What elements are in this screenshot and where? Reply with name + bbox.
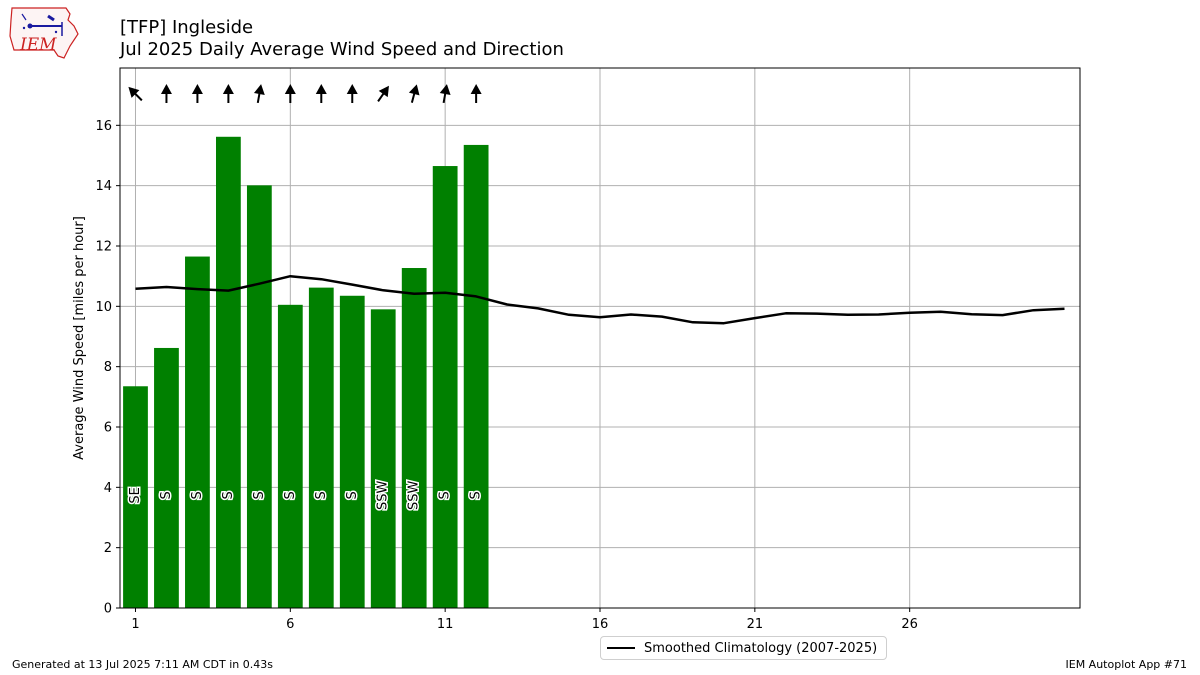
direction-label-day-3: S [190, 491, 205, 499]
wind-arrow-day-1 [128, 86, 143, 102]
legend-label: Smoothed Climatology (2007-2025) [644, 640, 878, 656]
wind-arrow-head [470, 84, 482, 94]
direction-label-day-2: S [159, 491, 174, 499]
direction-label-day-1: SE [128, 487, 143, 503]
bar-day-11 [432, 166, 458, 609]
x-tick-label: 11 [437, 617, 454, 632]
chart-title-station: [TFP] Ingleside [120, 17, 254, 38]
direction-label-day-8: S [345, 491, 360, 499]
wind-arrow-day-11 [439, 84, 451, 104]
wind-arrow-head [160, 84, 172, 94]
bar-day-3 [185, 256, 210, 608]
direction-label-day-7: S [314, 491, 329, 499]
bar-day-9 [370, 309, 396, 608]
wind-arrow-head [253, 84, 265, 95]
x-tick-label: 21 [747, 617, 764, 632]
y-tick-label: 6 [104, 420, 112, 435]
bar-day-6 [277, 304, 303, 608]
direction-label-day-4: S [221, 491, 236, 499]
wind-arrow-head [222, 84, 234, 94]
chart-title-description: Jul 2025 Daily Average Wind Speed and Di… [120, 39, 564, 60]
bar-day-2 [154, 347, 179, 608]
iem-logo-graphic: IEM [9, 7, 79, 59]
direction-arrows [128, 84, 482, 104]
direction-label-day-11: S [438, 491, 453, 499]
y-axis-label: Average Wind Speed [miles per hour] [72, 216, 87, 460]
y-tick-label: 2 [104, 541, 112, 556]
direction-label-day-10: SSW [407, 481, 422, 511]
plot-frame [119, 67, 1081, 609]
wind-arrow-head [128, 86, 140, 98]
y-tick-label: 4 [104, 481, 112, 496]
climatology-line [135, 274, 1065, 325]
climatology-line-layer [135, 274, 1065, 325]
direction-labels: SE S S S S S S S SSW SSW S S [126, 479, 485, 512]
x-tick-label: 1 [131, 617, 139, 632]
direction-label-day-6: S [283, 491, 298, 499]
wind-arrow-day-12 [470, 84, 482, 103]
wind-arrow-head [346, 84, 358, 94]
bar-day-4 [216, 136, 241, 609]
direction-label-day-12: S [469, 491, 484, 499]
wind-arrow-head [315, 84, 327, 94]
wind-arrow-day-3 [191, 84, 203, 103]
wind-arrow-day-8 [346, 84, 358, 103]
wind-arrow-day-10 [408, 84, 420, 103]
y-tick-label: 8 [104, 360, 112, 375]
wind-arrow-head [191, 84, 203, 94]
svg-text:IEM: IEM [19, 35, 57, 55]
wind-arrow-day-2 [160, 84, 172, 103]
wind-arrow-day-6 [284, 84, 296, 103]
direction-label-day-9: SSW [376, 481, 391, 511]
y-tick-label: 12 [95, 239, 112, 254]
bar-day-1 [123, 386, 148, 608]
x-tick-label: 26 [901, 617, 918, 632]
y-tick-label: 0 [104, 602, 112, 617]
wind-arrow-head [284, 84, 296, 94]
app-credit: IEM Autoplot App #71 [1065, 658, 1188, 671]
wind-speed-bars [123, 136, 489, 609]
bar-day-5 [246, 185, 272, 608]
y-tick-label: 14 [95, 179, 112, 194]
wind-arrow-head [378, 85, 389, 98]
generated-timestamp: Generated at 13 Jul 2025 7:11 AM CDT in … [12, 658, 273, 671]
bar-day-8 [339, 295, 365, 608]
legend: Smoothed Climatology (2007-2025) [600, 636, 888, 660]
wind-arrow-day-4 [222, 84, 234, 103]
bar-day-12 [463, 144, 489, 608]
wind-arrow-head [439, 84, 451, 95]
x-tick-label: 6 [286, 617, 294, 632]
legend-line-swatch [607, 647, 635, 649]
iem-logo: IEM [8, 6, 80, 60]
wind-arrow-day-9 [377, 85, 389, 102]
direction-label-day-5: S [252, 491, 267, 499]
bar-day-10 [401, 268, 427, 608]
y-tick-label: 16 [95, 119, 112, 134]
x-tick-label: 16 [592, 617, 609, 632]
y-tick-label: 10 [95, 300, 112, 315]
bar-day-7 [308, 287, 334, 608]
wind-arrow-day-7 [315, 84, 327, 103]
wind-arrow-day-5 [253, 84, 265, 104]
wind-arrow-head [408, 84, 420, 96]
